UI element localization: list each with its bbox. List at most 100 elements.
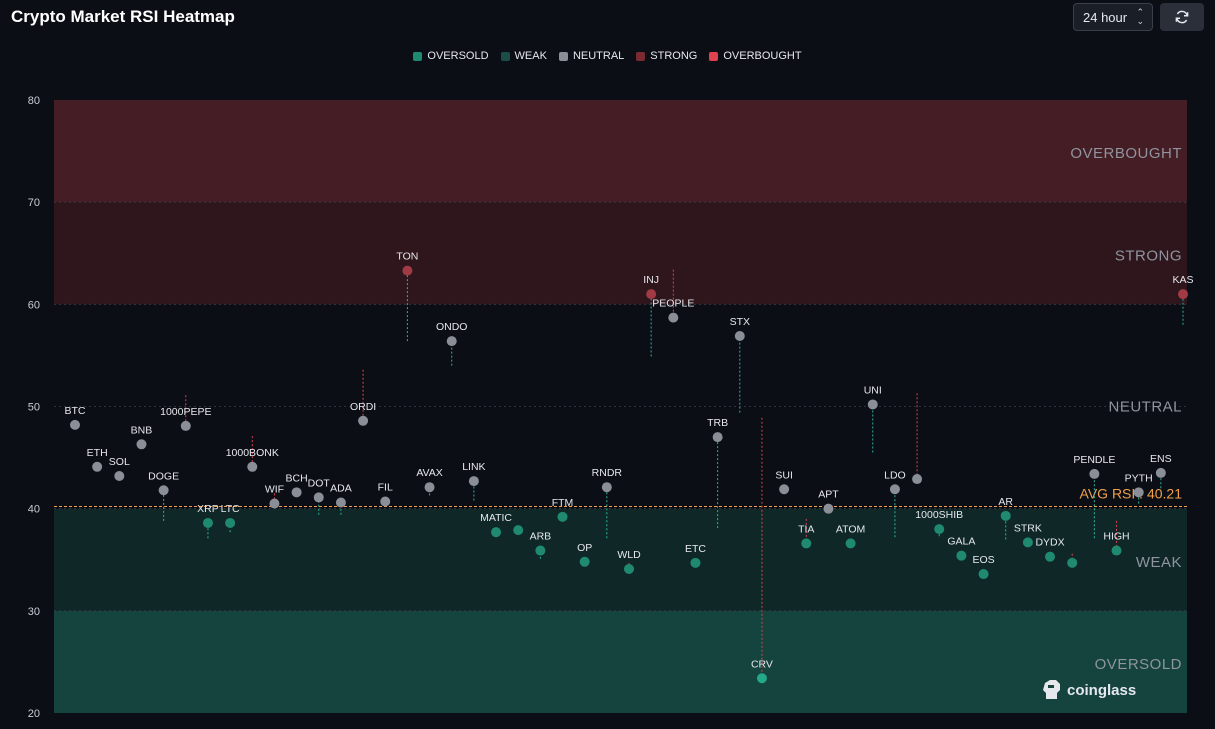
data-point-matic_b[interactable] [513,525,524,536]
rsi-marker[interactable] [358,415,369,426]
rsi-marker[interactable] [867,399,878,410]
data-point-ondo[interactable]: ONDO [436,321,468,366]
rsi-marker[interactable] [889,484,900,495]
rsi-marker[interactable] [734,331,745,342]
data-point-ada[interactable]: ADA [330,483,352,515]
data-point-uni[interactable]: UNI [864,384,882,453]
rsi-marker[interactable] [180,420,191,431]
legend-item-oversold[interactable]: OVERSOLD [413,50,489,62]
rsi-marker[interactable] [1067,557,1078,568]
data-point-strk[interactable]: STRK [1014,522,1042,548]
data-point-high[interactable]: HIGH [1103,520,1130,556]
data-point-wif[interactable]: WIF [265,484,284,509]
rsi-marker[interactable] [158,485,169,496]
data-point-inj[interactable]: INJ [643,274,659,357]
rsi-marker[interactable] [1133,487,1144,498]
data-point-op[interactable]: OP [577,542,592,567]
data-point-pendle[interactable]: PENDLE [1073,454,1115,539]
data-point-fil[interactable]: FIL [378,482,393,507]
data-point-dydx_b[interactable] [1067,553,1078,568]
rsi-marker[interactable] [1178,289,1188,300]
data-point-ton[interactable]: TON [396,251,418,342]
rsi-marker[interactable] [70,419,80,430]
period-select[interactable]: 24 hour ⌃ ⌄ [1073,3,1153,31]
data-point-avax[interactable]: AVAX [416,467,443,496]
refresh-button[interactable] [1160,3,1204,31]
data-point-bch[interactable]: BCH [286,472,308,498]
data-point-ar[interactable]: AR [998,496,1013,540]
data-point-doge[interactable]: DOGE [148,470,179,521]
data-point-ordi[interactable]: ORDI [350,369,376,426]
rsi-marker[interactable] [934,524,945,535]
rsi-marker[interactable] [424,482,435,493]
rsi-marker[interactable] [269,498,280,509]
data-point-rndr[interactable]: RNDR [592,467,623,539]
data-point-link[interactable]: LINK [462,461,486,501]
rsi-marker[interactable] [912,474,923,485]
rsi-marker[interactable] [114,470,125,481]
data-point-kas[interactable]: KAS [1172,274,1194,325]
data-point-apt[interactable]: APT [818,489,839,514]
data-point-arb[interactable]: ARB [530,531,552,559]
rsi-marker[interactable] [712,432,723,443]
data-point-eos[interactable]: EOS [972,554,995,580]
rsi-marker[interactable] [956,550,967,561]
data-point-people[interactable]: PEOPLE [652,269,694,323]
rsi-marker[interactable] [468,476,479,487]
data-point-ltc[interactable]: LTC [221,503,240,533]
rsi-marker[interactable] [779,484,790,495]
data-point-dot[interactable]: DOT [308,477,331,515]
data-point-bnb[interactable]: BNB [131,424,153,450]
rsi-marker[interactable] [313,492,324,503]
rsi-marker[interactable] [1089,468,1100,479]
data-point-eth[interactable]: ETH [87,447,108,472]
data-point-1000bonk[interactable]: 1000BONK [226,436,279,472]
data-point-wld[interactable]: WLD [617,549,641,574]
data-point-pyth[interactable]: PYTH [1125,472,1153,504]
data-point-stx[interactable]: STX [730,316,750,413]
legend-item-weak[interactable]: WEAK [500,50,547,62]
rsi-marker[interactable] [491,527,502,538]
rsi-marker[interactable] [247,461,258,472]
data-point-ens[interactable]: ENS [1150,453,1172,489]
rsi-marker[interactable] [690,557,701,568]
rsi-marker[interactable] [92,461,103,472]
rsi-marker[interactable] [446,336,457,347]
rsi-marker[interactable] [1022,537,1033,548]
data-point-atom[interactable]: ATOM [836,523,865,549]
data-point-dydx[interactable]: DYDX [1035,537,1065,562]
data-point-gala[interactable]: GALA [947,536,975,561]
legend-item-strong[interactable]: STRONG [636,50,697,62]
rsi-marker[interactable] [668,312,679,323]
rsi-marker[interactable] [1155,467,1166,478]
rsi-marker[interactable] [579,556,590,567]
rsi-marker[interactable] [1000,510,1011,521]
data-point-sui[interactable]: SUI [775,469,793,495]
data-point-ftm[interactable]: FTM [552,497,574,522]
data-point-sol[interactable]: SOL [109,456,130,481]
rsi-marker[interactable] [202,517,213,528]
data-point-xrp[interactable]: XRP [197,503,219,539]
data-point-trb[interactable]: TRB [707,417,728,529]
data-point-tia[interactable]: TIA [798,518,814,549]
data-point-ldo_b[interactable] [912,393,923,485]
rsi-marker[interactable] [756,673,767,684]
rsi-marker[interactable] [601,482,612,493]
rsi-marker[interactable] [136,439,147,450]
rsi-marker[interactable] [291,487,302,498]
rsi-marker[interactable] [1045,551,1056,562]
rsi-marker[interactable] [1111,545,1122,556]
rsi-marker[interactable] [978,569,989,580]
data-point-btc[interactable]: BTC [65,405,86,430]
rsi-marker[interactable] [513,525,524,536]
rsi-marker[interactable] [380,496,391,507]
rsi-marker[interactable] [225,517,236,528]
data-point-1000pepe[interactable]: 1000PEPE [160,395,211,431]
rsi-marker[interactable] [646,289,657,300]
rsi-marker[interactable] [557,511,568,522]
rsi-marker[interactable] [801,538,812,549]
data-point-etc[interactable]: ETC [685,543,706,568]
rsi-marker[interactable] [535,545,546,556]
rsi-marker[interactable] [402,265,413,276]
data-point-matic[interactable]: MATIC [480,512,512,538]
